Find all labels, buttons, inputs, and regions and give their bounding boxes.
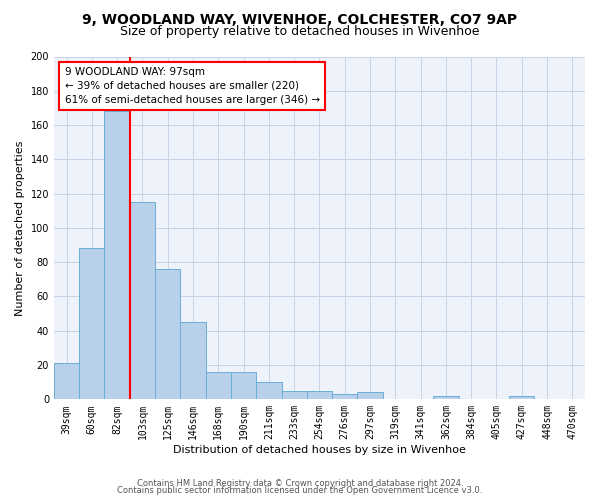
Bar [104,112,130,400]
Text: Contains public sector information licensed under the Open Government Licence v3: Contains public sector information licen… [118,486,482,495]
Bar [181,322,206,400]
Bar [332,394,358,400]
Bar [509,396,535,400]
Bar [307,391,332,400]
Bar [130,202,155,400]
Bar [256,382,281,400]
Bar [358,392,383,400]
Bar [281,391,307,400]
Text: Contains HM Land Registry data © Crown copyright and database right 2024.: Contains HM Land Registry data © Crown c… [137,478,463,488]
Text: Size of property relative to detached houses in Wivenhoe: Size of property relative to detached ho… [120,25,480,38]
Bar [54,364,79,400]
Bar [155,269,181,400]
Bar [231,372,256,400]
Text: 9, WOODLAND WAY, WIVENHOE, COLCHESTER, CO7 9AP: 9, WOODLAND WAY, WIVENHOE, COLCHESTER, C… [82,12,518,26]
Bar [79,248,104,400]
Bar [206,372,231,400]
Y-axis label: Number of detached properties: Number of detached properties [15,140,25,316]
X-axis label: Distribution of detached houses by size in Wivenhoe: Distribution of detached houses by size … [173,445,466,455]
Text: 9 WOODLAND WAY: 97sqm
← 39% of detached houses are smaller (220)
61% of semi-det: 9 WOODLAND WAY: 97sqm ← 39% of detached … [65,67,320,105]
Bar [433,396,458,400]
